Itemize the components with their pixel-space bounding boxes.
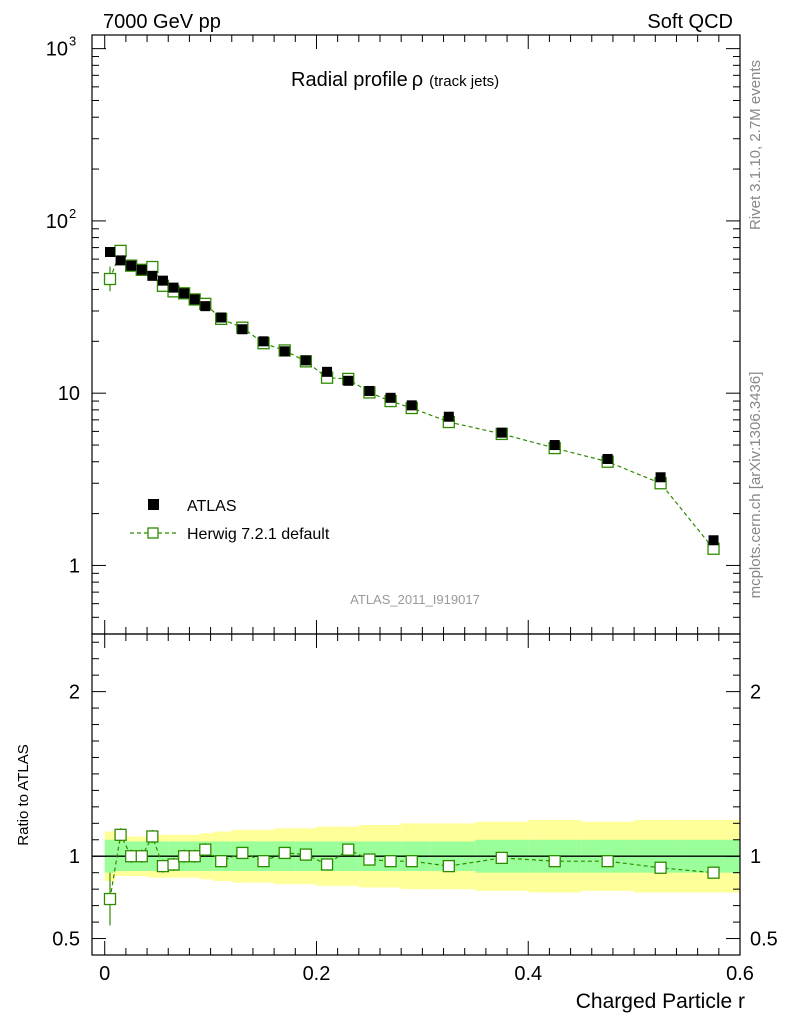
- ratio-herwig-point: [103, 892, 117, 906]
- atlas-point: [708, 535, 719, 546]
- ratio-herwig-point: [363, 853, 376, 866]
- herwig-point: [114, 244, 127, 258]
- chart-title-main: Radial profile: [291, 69, 408, 91]
- atlas-point: [443, 411, 454, 422]
- atlas-point: [300, 355, 311, 366]
- main-y-tick-label: 1: [69, 555, 80, 577]
- ratio-herwig-point: [278, 846, 291, 860]
- ratio-y-tick-labels: 0.5 0.5 1 1 2 2: [52, 682, 778, 951]
- main-y-tick-exponent: 3: [69, 34, 76, 49]
- ratio-herwig-point: [236, 846, 249, 860]
- atlas-point: [258, 336, 269, 347]
- x-tick-label: 0.4: [514, 963, 542, 985]
- legend-herwig-label: Herwig 7.2.1 default: [187, 526, 330, 543]
- atlas-point: [126, 260, 137, 271]
- atlas-point: [200, 301, 211, 312]
- x-axis-label: Charged Particle r: [576, 990, 745, 1013]
- atlas-point: [136, 264, 147, 275]
- ratio-herwig-point: [405, 855, 418, 868]
- legend-atlas-marker: [148, 499, 159, 510]
- ratio-herwig-point: [495, 851, 508, 865]
- x-tick-labels: 0 0.2 0.4 0.6: [99, 963, 754, 985]
- atlas-point: [549, 440, 560, 451]
- main-y-tick-label: 10: [46, 211, 68, 233]
- atlas-point: [147, 270, 158, 281]
- x-tick-label: 0.6: [726, 963, 754, 985]
- atlas-point: [168, 282, 179, 293]
- main-y-tick-label: 10: [58, 383, 80, 405]
- main-plot-panel: Radial profile ρ (track jets) ATLAS_2011_I…: [46, 34, 741, 635]
- atlas-point: [406, 400, 417, 411]
- ratio-y-tick-label-right: 2: [750, 682, 761, 704]
- atlas-series: [105, 246, 719, 546]
- ratio-herwig-point: [342, 843, 355, 856]
- energy-label: 7000 GeV pp: [103, 11, 221, 33]
- atlas-point: [157, 275, 168, 286]
- ratio-herwig-point: [215, 855, 228, 868]
- ratio-herwig-point: [442, 859, 455, 873]
- rivet-version-text: Rivet 3.1.10, 2.7M events: [747, 60, 764, 230]
- ratio-y-axis-label: Ratio to ATLAS: [15, 744, 32, 845]
- ratio-y-tick-label-right: 1: [750, 846, 761, 868]
- atlas-point: [364, 385, 375, 396]
- atlas-point: [655, 472, 666, 483]
- ratio-herwig-point: [188, 850, 201, 863]
- ratio-herwig-point: [548, 855, 561, 868]
- ratio-y-tick-label-left: 1: [69, 846, 80, 868]
- atlas-point: [322, 366, 333, 377]
- chart-title: Radial profile ρ (track jets): [291, 69, 499, 91]
- atlas-point: [115, 255, 126, 266]
- ratio-herwig-point: [146, 830, 159, 843]
- chart-title-note: (track jets): [429, 73, 499, 90]
- analysis-watermark: ATLAS_2011_I919017: [350, 592, 480, 607]
- ratio-plot-panel: 0.5 0.5 1 1 2 2 0 0.2 0.4 0.6 Ratio to ATLAS Cha…: [15, 633, 778, 1013]
- ratio-herwig-point: [114, 828, 127, 841]
- ratio-herwig-point: [654, 861, 667, 874]
- ratio-herwig-point: [125, 850, 138, 863]
- herwig-point: [103, 272, 117, 286]
- atlas-point: [179, 288, 190, 299]
- x-tick-label: 0.2: [303, 963, 331, 985]
- atlas-point: [343, 375, 354, 386]
- main-plot-frame: [91, 34, 741, 635]
- ratio-herwig-point: [167, 858, 180, 871]
- legend: ATLAS Herwig 7.2.1 default: [130, 498, 330, 543]
- ratio-herwig-series: [103, 828, 720, 926]
- ratio-herwig-point: [199, 843, 212, 856]
- atlas-point: [385, 392, 396, 403]
- ratio-axis-ticks: [92, 634, 741, 956]
- atlas-point: [496, 427, 507, 438]
- atlas-point: [602, 453, 613, 464]
- main-axis-ticks: [92, 35, 741, 635]
- ratio-herwig-point: [601, 855, 614, 868]
- main-y-tick-label: 10: [46, 39, 68, 61]
- legend-herwig-marker: [147, 527, 159, 539]
- category-label: Soft QCD: [647, 11, 733, 33]
- ratio-herwig-point: [135, 850, 148, 863]
- legend-atlas-label: ATLAS: [187, 498, 237, 515]
- mcplots-source-text: mcplots.cern.ch [arXiv:1306.3436]: [747, 372, 764, 599]
- ratio-herwig-point: [707, 866, 720, 879]
- ratio-herwig-point: [320, 858, 334, 871]
- ratio-herwig-point: [299, 848, 313, 861]
- atlas-point: [237, 324, 248, 335]
- ratio-y-tick-label-right: 0.5: [750, 929, 778, 951]
- herwig-line: [109, 249, 714, 550]
- atlas-point: [279, 346, 290, 357]
- ratio-herwig-point: [156, 859, 170, 873]
- chart-title-symbol: ρ: [412, 69, 423, 91]
- ratio-plot-frame: [91, 633, 741, 956]
- ratio-y-tick-label-left: 2: [69, 682, 80, 704]
- atlas-point: [189, 294, 200, 305]
- ratio-y-tick-label-left: 0.5: [52, 929, 80, 951]
- ratio-herwig-point: [257, 855, 270, 868]
- main-y-tick-exponent: 2: [69, 206, 76, 221]
- atlas-point: [216, 312, 227, 323]
- ratio-herwig-point: [177, 850, 191, 863]
- x-tick-label: 0: [99, 963, 110, 985]
- atlas-point: [105, 246, 115, 257]
- ratio-herwig-point: [384, 855, 397, 868]
